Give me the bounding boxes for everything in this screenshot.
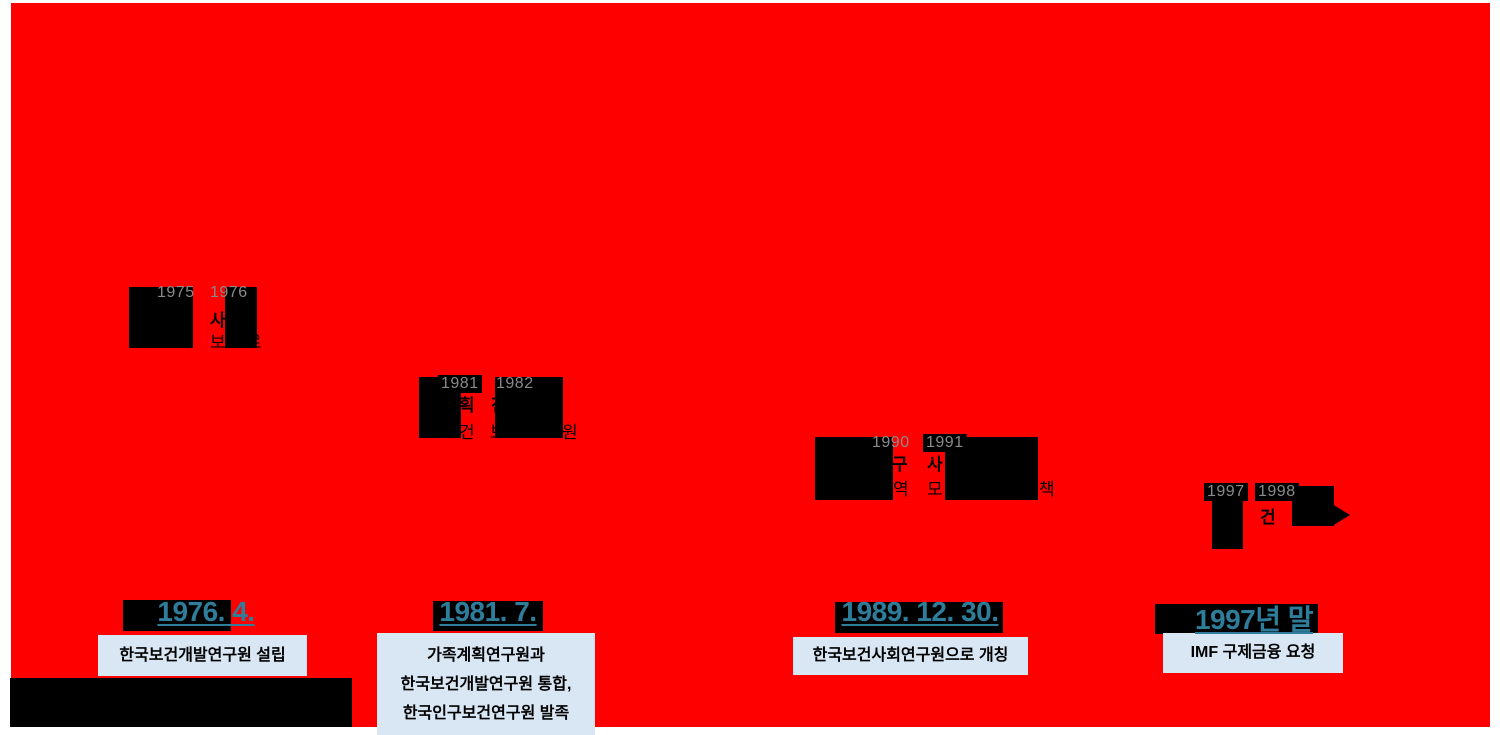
callout-line: 가족계획연구원과 (427, 647, 545, 664)
redaction-box (129, 287, 193, 348)
date-highlight-band (433, 601, 543, 631)
year-label: 1976 (210, 284, 248, 301)
callout-box: 한국보건사회연구원으로 개칭 (793, 637, 1028, 675)
date-highlight-band (835, 602, 1003, 633)
year-label: 1991 (923, 434, 967, 452)
text-fragment: 건 (1260, 508, 1276, 527)
timeline-date: 1976. 4. (157, 596, 255, 627)
year-label: 1997 (1204, 483, 1248, 501)
date-highlight-band (123, 600, 231, 631)
text-fragment: 모 (927, 480, 943, 499)
arrow-right-icon (1332, 504, 1350, 526)
callout-line: 한국보건개발연구원 설립 (119, 647, 286, 664)
text-fragment: 획 (459, 396, 475, 415)
text-fragment: 건 (459, 423, 475, 442)
timeline-date: 1997년 말 (1194, 604, 1314, 635)
bottom-redaction-box (10, 678, 352, 727)
text-fragment: 책 (1039, 480, 1055, 499)
text-fragment: 구 (892, 455, 908, 474)
year-label: 1998 (1255, 483, 1299, 501)
year-label: 1990 (872, 434, 910, 451)
redaction-box (225, 287, 257, 348)
callout-box: IMF 구제금융 요청 (1163, 633, 1343, 673)
timeline-date: 1989. 12. 30. (841, 596, 999, 627)
text-fragment: 보 (210, 333, 226, 352)
callout-box: 한국보건개발연구원 설립 (98, 635, 307, 676)
callout-line: 한국인구보건연구원 발족 (402, 705, 570, 722)
callout-box: 가족계획연구원과 한국보건개발연구원 통합, 한국인구보건연구원 발족 (377, 633, 595, 735)
year-label: 1975 (157, 284, 195, 301)
callout-line: 한국보건사회연구원으로 개칭 (812, 647, 1009, 664)
timeline-date: 1981. 7. (439, 596, 537, 627)
text-fragment: 사 (210, 311, 226, 330)
text-fragment: 원 (562, 423, 578, 442)
redaction-box (815, 437, 893, 500)
callout-line: IMF 구제금융 요청 (1190, 644, 1316, 661)
year-label: 1981 (438, 375, 482, 393)
callout-line: 한국보건개발연구원 통합, (400, 676, 572, 693)
text-fragment: 역 (893, 480, 909, 499)
year-label: 1982 (496, 375, 534, 392)
date-highlight-band (1155, 604, 1318, 634)
redaction-box (1292, 486, 1334, 526)
text-fragment: 사 (927, 455, 943, 474)
redaction-box (1212, 496, 1243, 549)
redaction-box (495, 377, 563, 438)
